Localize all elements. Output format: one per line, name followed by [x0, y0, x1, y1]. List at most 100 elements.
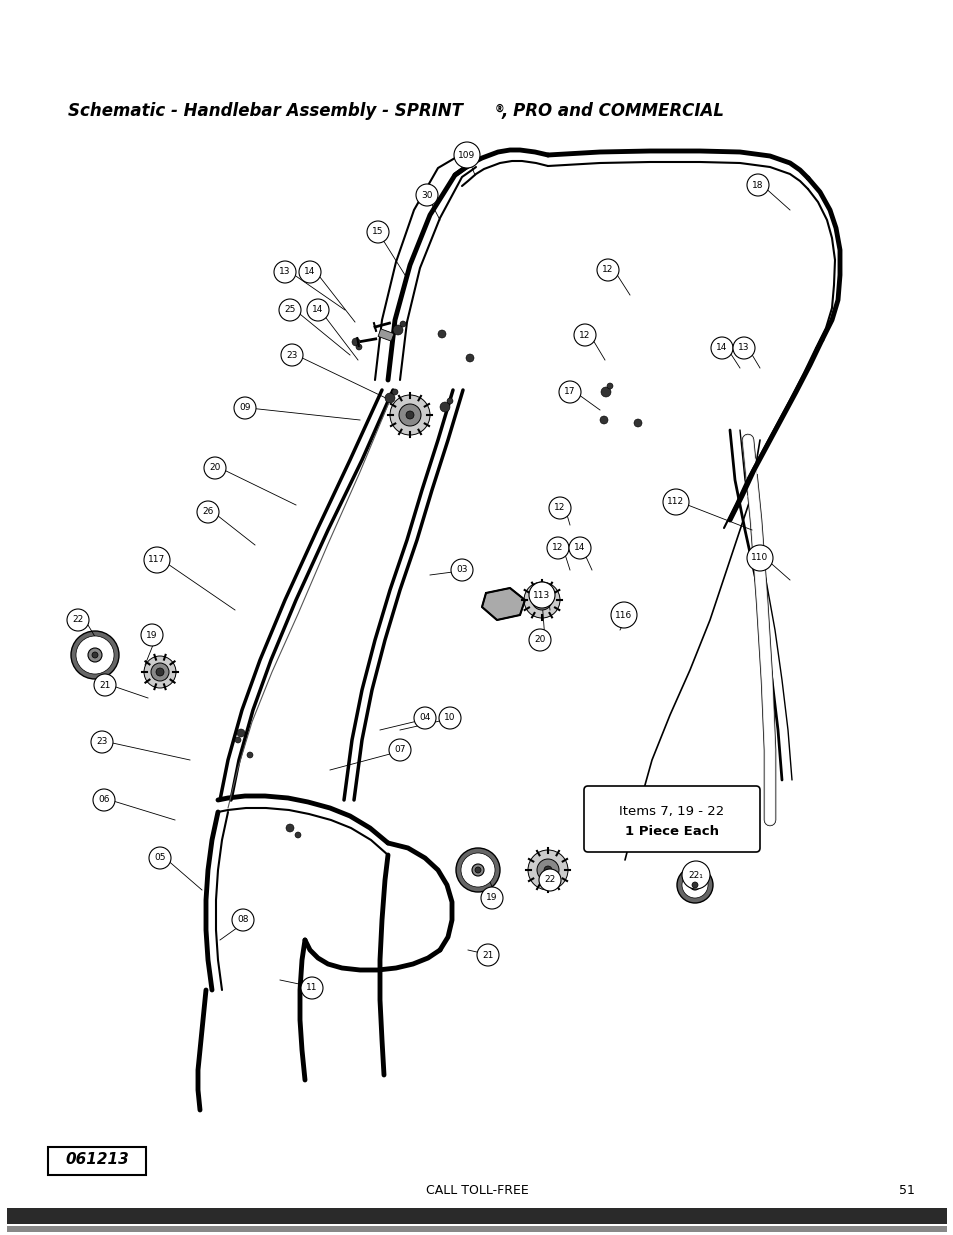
Circle shape [298, 261, 320, 283]
Circle shape [546, 537, 568, 559]
Circle shape [610, 601, 637, 629]
Text: 08: 08 [237, 915, 249, 925]
FancyBboxPatch shape [48, 1147, 146, 1174]
Text: 14: 14 [574, 543, 585, 552]
Circle shape [465, 354, 474, 362]
Circle shape [144, 547, 170, 573]
Text: 23: 23 [96, 737, 108, 746]
Circle shape [204, 457, 226, 479]
Circle shape [460, 853, 495, 887]
Circle shape [574, 324, 596, 346]
Circle shape [389, 739, 411, 761]
Circle shape [398, 404, 420, 426]
Circle shape [92, 789, 115, 811]
Circle shape [307, 299, 329, 321]
Bar [7, 1226, 946, 1233]
Text: 22₁: 22₁ [688, 871, 702, 879]
Text: 14: 14 [312, 305, 323, 315]
Text: 117: 117 [149, 556, 166, 564]
Circle shape [91, 731, 112, 753]
Circle shape [278, 299, 301, 321]
Text: 17: 17 [563, 388, 576, 396]
Circle shape [548, 496, 571, 519]
Circle shape [149, 847, 171, 869]
Circle shape [456, 848, 499, 892]
Text: , PRO and COMMERCIAL: , PRO and COMMERCIAL [501, 103, 724, 120]
Text: 19: 19 [146, 631, 157, 640]
Circle shape [746, 174, 768, 196]
Text: 10: 10 [444, 714, 456, 722]
Circle shape [355, 345, 361, 350]
Text: 12: 12 [554, 504, 565, 513]
Text: 13: 13 [738, 343, 749, 352]
Circle shape [527, 850, 567, 890]
Circle shape [151, 663, 169, 680]
Circle shape [385, 393, 395, 403]
Circle shape [568, 537, 590, 559]
Text: 12: 12 [601, 266, 613, 274]
Text: 14: 14 [716, 343, 727, 352]
Circle shape [294, 832, 301, 839]
Circle shape [390, 395, 430, 435]
Circle shape [414, 706, 436, 729]
Text: 1 Piece Each: 1 Piece Each [624, 825, 719, 839]
Circle shape [393, 325, 402, 335]
Circle shape [681, 872, 707, 898]
Text: 21: 21 [99, 680, 111, 689]
Circle shape [439, 403, 450, 412]
Circle shape [156, 668, 164, 676]
Circle shape [286, 824, 294, 832]
Circle shape [454, 142, 479, 168]
Text: 07: 07 [394, 746, 405, 755]
Circle shape [301, 977, 323, 999]
Circle shape [529, 629, 551, 651]
Text: 20: 20 [534, 636, 545, 645]
Circle shape [67, 609, 89, 631]
Text: 22: 22 [72, 615, 84, 625]
Text: 20: 20 [209, 463, 220, 473]
Text: 09: 09 [239, 404, 251, 412]
Circle shape [247, 752, 253, 758]
FancyBboxPatch shape [583, 785, 760, 852]
Circle shape [689, 881, 700, 890]
Circle shape [472, 864, 483, 876]
Text: 22: 22 [544, 876, 555, 884]
Text: 13: 13 [279, 268, 291, 277]
Circle shape [236, 729, 245, 737]
Text: 25: 25 [284, 305, 295, 315]
Circle shape [406, 411, 414, 419]
Circle shape [94, 674, 116, 697]
Text: 113: 113 [533, 590, 550, 599]
Text: 05: 05 [154, 853, 166, 862]
Text: 061213: 061213 [65, 1152, 129, 1167]
Circle shape [597, 259, 618, 282]
Circle shape [732, 337, 754, 359]
Circle shape [447, 398, 453, 404]
Bar [377, 329, 394, 341]
Circle shape [537, 597, 545, 604]
Circle shape [234, 737, 241, 743]
Circle shape [532, 590, 552, 610]
Circle shape [196, 501, 219, 522]
Circle shape [538, 869, 560, 890]
Circle shape [416, 184, 437, 206]
Text: 06: 06 [98, 795, 110, 804]
Circle shape [677, 867, 712, 903]
Circle shape [599, 416, 607, 424]
Circle shape [529, 582, 555, 608]
Text: 112: 112 [667, 498, 684, 506]
Circle shape [91, 652, 98, 658]
Text: Items 7, 19 - 22: Items 7, 19 - 22 [618, 805, 724, 818]
Bar [7, 1208, 946, 1224]
Circle shape [451, 559, 473, 580]
Circle shape [662, 489, 688, 515]
Circle shape [600, 387, 610, 396]
Circle shape [274, 261, 295, 283]
Circle shape [141, 624, 163, 646]
Text: 14: 14 [304, 268, 315, 277]
Text: 11: 11 [306, 983, 317, 993]
Circle shape [746, 545, 772, 571]
Circle shape [76, 636, 113, 674]
Circle shape [634, 419, 641, 427]
Text: 12: 12 [578, 331, 590, 340]
